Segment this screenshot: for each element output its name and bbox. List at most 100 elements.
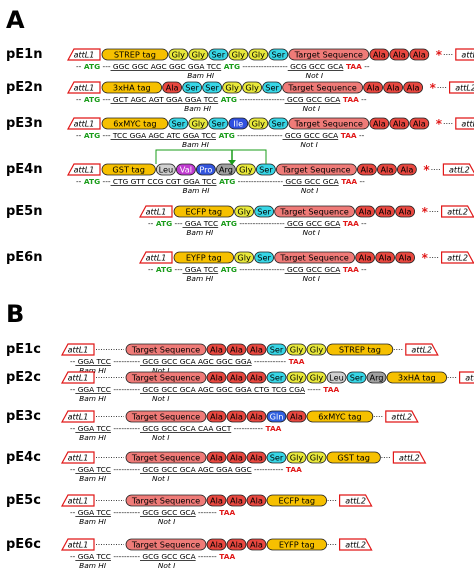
restriction-site-bamhi: Bam HI (79, 561, 106, 570)
segment-label: 3xHA tag (113, 83, 151, 93)
segment-target-sequence (288, 48, 370, 61)
segment-ala (286, 410, 307, 423)
nucleotide-segment: -- (357, 177, 365, 186)
segment-label: 6xMYC tag (318, 412, 361, 422)
att-left-p0r3-shape (66, 163, 101, 176)
segment-label: Target Sequence (281, 165, 350, 175)
att-left-p0r0-label: attL1 (74, 51, 95, 60)
segment-ala (403, 81, 424, 94)
nucleotide-segment: -- (76, 62, 82, 71)
segment-ala (375, 251, 396, 264)
segment-ala (226, 343, 247, 356)
nucleotide-segment: -- (148, 265, 154, 274)
nucleotide-segment: GCT AGC AGT GGA GGA TCC (111, 95, 219, 104)
restriction-site-bamhi: Bam HI (186, 274, 213, 283)
segment-target-sequence (282, 81, 364, 94)
construct-name: pE4c (6, 450, 41, 465)
construct-name: pE3c (6, 409, 41, 424)
nucleotide-segment: GGA TCC (75, 465, 111, 474)
segment-label: Ala (230, 540, 243, 550)
att-right-p0r0: attL2 (455, 48, 474, 61)
nucleotide-line: -- GGA TCC ---------- GCG GCC GCA CAA GC… (70, 424, 282, 433)
segment-label: Val (180, 165, 192, 175)
segment-gly (228, 48, 249, 61)
nucleotide-line: -- ATG --- CTG GTT CCG CGT GGA TCC ATG -… (76, 177, 365, 186)
segment-label: EYFP tag (279, 540, 315, 550)
segment-label: Ala (367, 83, 380, 93)
segment-label: Ser (270, 345, 284, 355)
nucleotide-segment: TAA (217, 508, 236, 517)
segment-ala (395, 251, 416, 264)
att-left-p1r3-shape (60, 451, 95, 464)
nucleotide-segment: GCG GCC GCA AGC GGA GGC (140, 465, 252, 474)
segment-label: Gly (310, 453, 324, 463)
nucleotide-segment: ATG (81, 62, 100, 71)
att-right-p0r1-label: attL2 (455, 84, 474, 93)
segment-3xha-tag (101, 81, 162, 94)
restriction-site-noti: Not I (301, 186, 318, 195)
construct-name: pE4n (6, 162, 43, 177)
nucleotide-segment: GGA TCC (75, 385, 111, 394)
nucleotide-segment: ----------- (252, 465, 284, 474)
segment-gly (242, 81, 263, 94)
segment-label: 6xMYC tag (113, 119, 156, 129)
att-right-p1r5: attL2 (339, 538, 373, 551)
nucleotide-segment: --- (100, 95, 111, 104)
segment-gly (222, 81, 243, 94)
segment-val (175, 163, 196, 176)
segment-ser (208, 117, 229, 130)
segment-ala (246, 371, 267, 384)
nucleotide-segment: ------------ (252, 357, 287, 366)
segment-eyfp-tag (266, 538, 327, 551)
nucleotide-segment: -- (362, 62, 370, 71)
nucleotide-segment: GCG GCC GCA (285, 219, 341, 228)
att-right-p0r5-label: attL2 (447, 254, 468, 263)
att-left-p1r2-shape (60, 410, 95, 423)
segment-label: Ser (271, 119, 285, 129)
segment-label: Ala (230, 345, 243, 355)
stop-codon-star: * (436, 117, 443, 131)
nucleotide-line: -- ATG --- TCC GGA AGC ATC GGA TCC ATG -… (76, 131, 365, 140)
construct-row-pE2c: pE2c Target Sequence Ala Ala Ala Ser Gly Gly Leu… (6, 370, 458, 403)
segment-label: Target Sequence (131, 412, 200, 422)
nucleotide-segment: ------- (196, 552, 217, 561)
att-right-p0r1-shape (449, 81, 474, 94)
segment-label: Ala (210, 453, 223, 463)
segment-ser (346, 371, 367, 384)
nucleotide-segment: -- (70, 424, 76, 433)
segment-label: Target Sequence (131, 345, 200, 355)
nucleotide-segment: ----- (305, 385, 321, 394)
segment-label: Ser (211, 50, 225, 60)
att-left-p0r0: attL1 (66, 48, 101, 61)
segment-leu (326, 371, 347, 384)
att-right-p1r0-shape (405, 343, 439, 356)
stop-codon-star: * (436, 48, 443, 62)
segment-label: Ala (360, 165, 373, 175)
segment-ala (206, 343, 227, 356)
segment-label: Gly (237, 253, 251, 263)
nucleotide-segment: -- (148, 219, 154, 228)
stop-codon-star: * (422, 205, 429, 219)
segment-label: Ser (185, 83, 199, 93)
nucleotide-segment: CTG GTT CCG CGT GGA TCC (111, 177, 217, 186)
panel-label-b: B (6, 300, 24, 328)
att-left-p1r0-label: attL1 (68, 346, 89, 355)
nucleotide-segment: GCG GCC GCA AGC GGC GGA CTG TCG CGA (140, 385, 305, 394)
construct-name: pE5n (6, 204, 43, 219)
nucleotide-line: -- GGA TCC ---------- GCG GCC GCA ------… (70, 508, 235, 517)
segment-gly (234, 205, 255, 218)
restriction-site-bamhi: Bam HI (79, 394, 106, 403)
restriction-site-noti: Not I (152, 394, 169, 403)
segment-label: Ala (359, 207, 372, 217)
segment-label: Ala (250, 496, 263, 506)
nucleotide-segment: ATG (218, 219, 237, 228)
segment-label: Leu (159, 165, 174, 175)
construct-name: pE1n (6, 47, 43, 62)
segment-label: Gly (239, 165, 253, 175)
segment-label: Gln (270, 412, 284, 422)
construct-name: pE1c (6, 342, 41, 357)
nucleotide-segment: GGC GGC AGC GGC GGA TCC (111, 62, 222, 71)
att-left-p0r1-label: attL1 (74, 84, 95, 93)
segment-ala (246, 494, 267, 507)
nucleotide-line: -- GGA TCC ---------- GCG GCC GCA AGC GG… (70, 465, 302, 474)
